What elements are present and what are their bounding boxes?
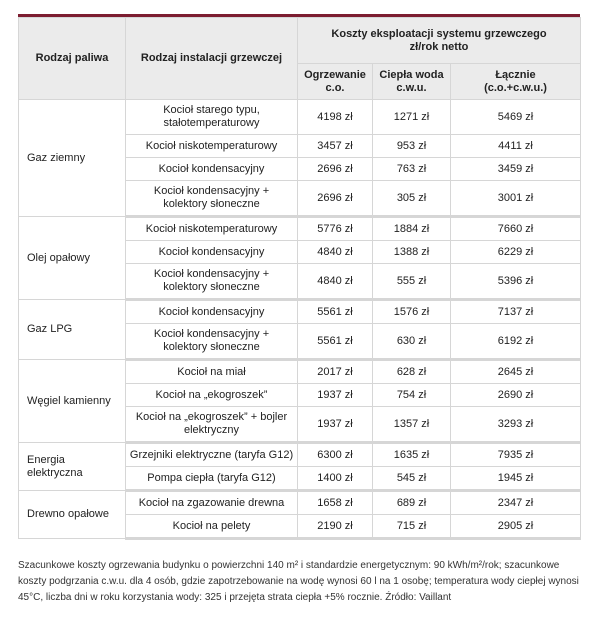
table-row: Kocioł na „ekogroszek” 1937 zł 754 zł 2690 … xyxy=(19,383,581,407)
installation-cell: Kocioł kondensacyjny + kolektory słonecz… xyxy=(125,180,298,218)
cwu-cell: 754 zł xyxy=(372,383,451,407)
table-body: Gaz ziemny Kocioł starego typu, stałotemp… xyxy=(18,99,581,540)
cwu-cell: 630 zł xyxy=(372,323,451,361)
cwu-cell: 1884 zł xyxy=(372,216,451,241)
table-row: Kocioł kondensacyjny + kolektory słonecz… xyxy=(19,263,581,301)
table-row: Kocioł kondensacyjny 4840 zł 1388 zł 6229 z… xyxy=(19,240,581,264)
installation-cell: Kocioł kondensacyjny + kolektory słonecz… xyxy=(125,263,298,301)
footnote: Szacunkowe koszty ogrzewania budynku o p… xyxy=(18,560,579,603)
total-cell: 2645 zł xyxy=(450,359,581,384)
table-row: Kocioł na pelety 2190 zł 715 zł 2905 zł xyxy=(19,514,581,540)
total-cell: 6192 zł xyxy=(450,323,581,361)
cwu-cell: 715 zł xyxy=(372,514,451,540)
total-cell: 5469 zł xyxy=(450,99,581,135)
co-cell: 6300 zł xyxy=(297,442,373,467)
total-cell: 7935 zł xyxy=(450,442,581,467)
total-cell: 7660 zł xyxy=(450,216,581,241)
cost-table: Rodzaj paliwa Rodzaj instalacji grzewcze… xyxy=(18,17,581,540)
co-cell: 1658 zł xyxy=(297,490,373,515)
total-cell: 3293 zł xyxy=(450,406,581,444)
table-row: Gaz LPG Kocioł kondensacyjny 5561 zł 1576 z… xyxy=(18,299,581,360)
total-cell: 3001 zł xyxy=(450,180,581,218)
co-cell: 1937 zł xyxy=(297,383,373,407)
installation-cell: Pompa ciepła (taryfa G12) xyxy=(125,466,298,492)
fuel-cell: Drewno opałowe xyxy=(18,490,126,539)
header-co: Ogrzewanie c.o. xyxy=(297,63,373,100)
table-row: Energia elektryczna Grzejniki elektryczne… xyxy=(18,442,581,491)
cwu-cell: 953 zł xyxy=(372,134,451,158)
table-row: Kocioł kondensacyjny + kolektory słonecz… xyxy=(19,323,581,361)
co-cell: 2190 zł xyxy=(297,514,373,540)
cwu-cell: 1635 zł xyxy=(372,442,451,467)
installation-cell: Kocioł na pelety xyxy=(125,514,298,540)
table-row: Kocioł na „ekogroszek” + bojler elektryc… xyxy=(19,406,581,444)
fuel-cell: Energia elektryczna xyxy=(18,442,126,491)
header-costs: Koszty eksploatacji systemu grzewczego z… xyxy=(297,17,581,64)
cwu-cell: 545 zł xyxy=(372,466,451,492)
fuel-cell: Gaz LPG xyxy=(18,299,126,360)
co-cell: 1937 zł xyxy=(297,406,373,444)
header-total: Łącznie (c.o.+c.w.u.) xyxy=(450,63,581,100)
cwu-cell: 763 zł xyxy=(372,157,451,181)
table-row: Olej opałowy Kocioł niskotemperaturowy 577… xyxy=(18,216,581,300)
co-cell: 2696 zł xyxy=(297,157,373,181)
cwu-cell: 1357 zł xyxy=(372,406,451,444)
installation-cell: Kocioł kondensacyjny xyxy=(125,299,298,324)
cwu-cell: 1388 zł xyxy=(372,240,451,264)
table-row: Kocioł kondensacyjny 2696 zł 763 zł 3459 zł xyxy=(19,157,581,181)
total-cell: 2905 zł xyxy=(450,514,581,540)
installation-cell: Kocioł starego typu, stałotemperaturowy xyxy=(125,99,298,135)
top-rule xyxy=(18,14,580,17)
installation-cell: Kocioł na zgazowanie drewna xyxy=(125,490,298,515)
total-cell: 2347 zł xyxy=(450,490,581,515)
fuel-cell: Olej opałowy xyxy=(18,216,126,300)
fuel-cell: Gaz ziemny xyxy=(18,99,126,217)
co-cell: 5561 zł xyxy=(297,323,373,361)
installation-cell: Kocioł na „ekogroszek” + bojler elektryc… xyxy=(125,406,298,444)
table-row: Drewno opałowe Kocioł na zgazowanie drewn… xyxy=(18,490,581,539)
co-cell: 5776 zł xyxy=(297,216,373,241)
table-row: Węgiel kamienny Kocioł na miał 2017 zł 628 … xyxy=(18,359,581,443)
installation-cell: Kocioł kondensacyjny xyxy=(125,157,298,181)
cwu-cell: 689 zł xyxy=(372,490,451,515)
fuel-cell: Węgiel kamienny xyxy=(18,359,126,443)
cwu-cell: 1271 zł xyxy=(372,99,451,135)
co-cell: 4840 zł xyxy=(297,240,373,264)
total-cell: 4411 zł xyxy=(450,134,581,158)
total-cell: 3459 zł xyxy=(450,157,581,181)
total-cell: 5396 zł xyxy=(450,263,581,301)
co-cell: 2696 zł xyxy=(297,180,373,218)
co-cell: 3457 zł xyxy=(297,134,373,158)
table-row: Pompa ciepła (taryfa G12) 1400 zł 545 zł 19… xyxy=(19,466,581,492)
installation-cell: Kocioł na „ekogroszek” xyxy=(125,383,298,407)
co-cell: 4198 zł xyxy=(297,99,373,135)
installation-cell: Kocioł kondensacyjny + kolektory słonecz… xyxy=(125,323,298,361)
installation-cell: Kocioł kondensacyjny xyxy=(125,240,298,264)
installation-cell: Kocioł niskotemperaturowy xyxy=(125,216,298,241)
cwu-cell: 1576 zł xyxy=(372,299,451,324)
installation-cell: Kocioł niskotemperaturowy xyxy=(125,134,298,158)
co-cell: 5561 zł xyxy=(297,299,373,324)
table-wrap: Rodzaj paliwa Rodzaj instalacji grzewcze… xyxy=(18,14,581,540)
cwu-cell: 628 zł xyxy=(372,359,451,384)
total-cell: 7137 zł xyxy=(450,299,581,324)
installation-cell: Grzejniki elektryczne (taryfa G12) xyxy=(125,442,298,467)
total-cell: 2690 zł xyxy=(450,383,581,407)
total-cell: 6229 zł xyxy=(450,240,581,264)
total-cell: 1945 zł xyxy=(450,466,581,492)
cwu-cell: 305 zł xyxy=(372,180,451,218)
header-fuel: Rodzaj paliwa xyxy=(18,17,126,100)
header-cwu: Ciepła woda c.w.u. xyxy=(372,63,451,100)
co-cell: 2017 zł xyxy=(297,359,373,384)
table-row: Gaz ziemny Kocioł starego typu, stałotemp… xyxy=(18,99,581,217)
co-cell: 4840 zł xyxy=(297,263,373,301)
header-installation: Rodzaj instalacji grzewczej xyxy=(125,17,298,100)
installation-cell: Kocioł na miał xyxy=(125,359,298,384)
cwu-cell: 555 zł xyxy=(372,263,451,301)
co-cell: 1400 zł xyxy=(297,466,373,492)
table-row: Kocioł niskotemperaturowy 3457 zł 953 zł 44… xyxy=(19,134,581,158)
table-row: Kocioł kondensacyjny + kolektory słonecz… xyxy=(19,180,581,218)
